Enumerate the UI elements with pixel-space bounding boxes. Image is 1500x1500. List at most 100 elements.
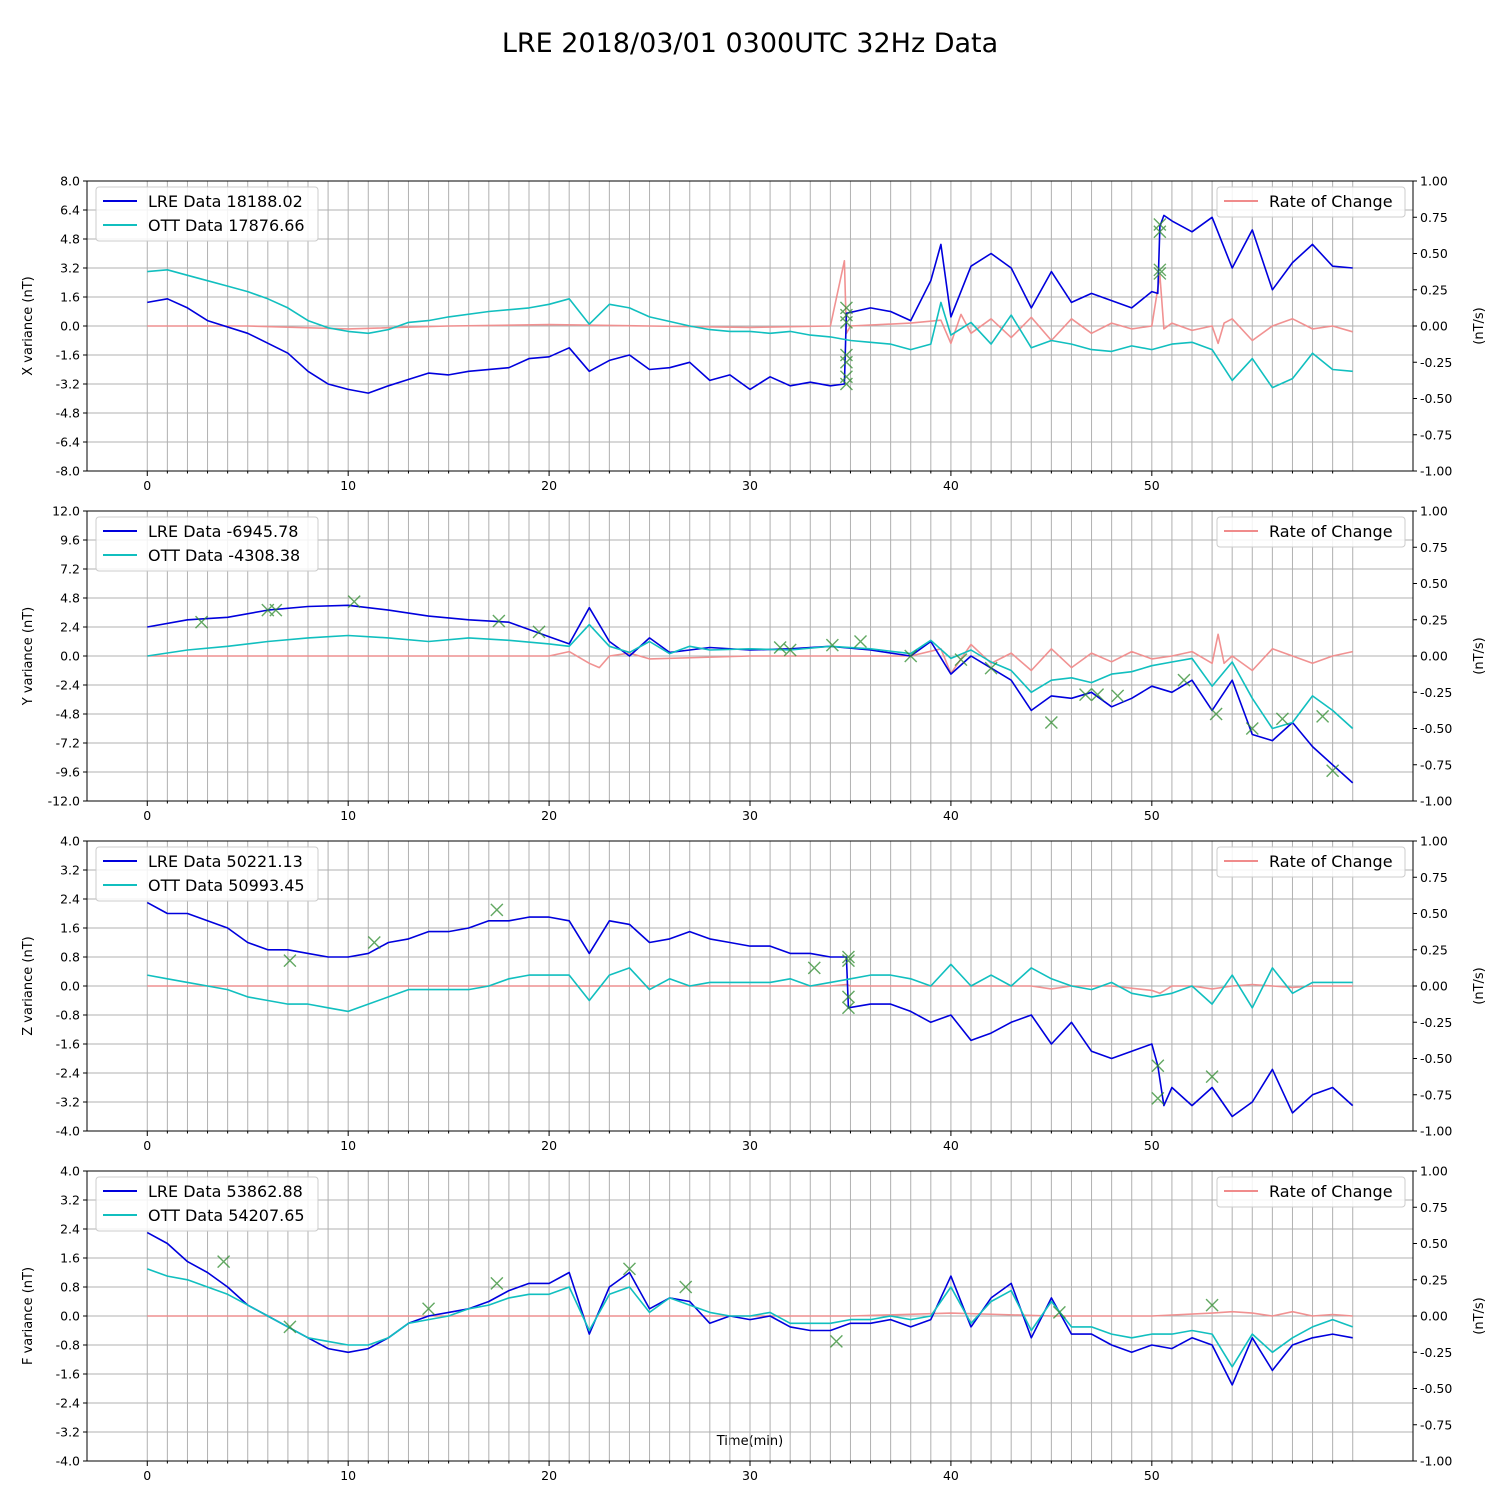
y2-tick-label: 0.75 xyxy=(1420,540,1448,555)
x-tick-label: 20 xyxy=(541,478,557,493)
y-tick-label: 0.0 xyxy=(60,319,80,334)
series-line-lre xyxy=(146,1231,1353,1386)
x-tick-label: 0 xyxy=(143,478,151,493)
marker-x xyxy=(954,653,968,667)
y-tick-label: 3.2 xyxy=(60,261,80,276)
y2-axis-label: (nT/s) xyxy=(1472,967,1487,1004)
y2-tick-label: 0.25 xyxy=(1420,612,1448,627)
y-tick-label: -3.2 xyxy=(56,1095,80,1110)
y-axis-label: Y variance (nT) xyxy=(21,607,36,707)
legend-box xyxy=(1216,846,1406,878)
y-tick-label: 2.4 xyxy=(60,620,80,635)
y-tick-label: -2.4 xyxy=(56,1396,80,1411)
marker-x xyxy=(904,649,918,663)
y2-tick-label: -1.00 xyxy=(1420,1124,1452,1139)
marker-x xyxy=(807,961,821,975)
legend-left: LRE Data 18188.02 OTT Data 17876.66 xyxy=(95,186,319,242)
x-tick-label: 50 xyxy=(1144,1138,1160,1153)
marker-x xyxy=(829,1334,843,1348)
y2-tick-label: -0.75 xyxy=(1420,427,1452,442)
marker-x xyxy=(532,625,546,639)
y2-axis-label: (nT/s) xyxy=(1472,307,1487,344)
legend-right: Rate of Change xyxy=(1216,186,1406,218)
marker-x xyxy=(854,635,867,648)
x-tick-label: 10 xyxy=(340,808,356,823)
y-tick-label: -7.2 xyxy=(56,736,80,751)
marker-x xyxy=(1275,712,1289,726)
y-tick-label: -3.2 xyxy=(56,1425,80,1440)
marker-x xyxy=(839,315,853,329)
x-tick-label: 30 xyxy=(742,1468,758,1483)
y-tick-label: 2.4 xyxy=(60,1222,80,1237)
y2-tick-label: 0.75 xyxy=(1420,870,1448,885)
y2-tick-label: -1.00 xyxy=(1420,1454,1452,1469)
marker-x xyxy=(1209,707,1223,721)
marker-x xyxy=(1326,764,1340,778)
y-tick-label: 1.6 xyxy=(60,1251,80,1266)
series-line-lre xyxy=(146,901,1354,1118)
y-tick-label: -0.8 xyxy=(56,1008,80,1023)
marker-x xyxy=(269,603,283,617)
marker-x xyxy=(490,903,504,917)
marker-x xyxy=(367,936,381,949)
marker-x xyxy=(1111,689,1125,703)
y2-tick-label: 0.50 xyxy=(1420,246,1448,261)
marker-x xyxy=(1044,715,1058,729)
y-tick-label: 4.0 xyxy=(60,1164,80,1179)
series-line-ott xyxy=(147,963,1353,1013)
y-tick-label: 3.2 xyxy=(60,1193,80,1208)
legend-label-lre: LRE Data 18188.02 xyxy=(148,192,303,211)
legend-left: LRE Data 53862.88 OTT Data 54207.65 xyxy=(95,1176,319,1232)
x-tick-label: 0 xyxy=(143,1468,151,1483)
marker-x xyxy=(841,954,855,968)
y-tick-label: 0.0 xyxy=(60,979,80,994)
marker-x xyxy=(1091,688,1105,702)
y-tick-label: -4.0 xyxy=(56,1124,80,1139)
y2-tick-label: 0.50 xyxy=(1420,906,1448,921)
y-tick-label: -9.6 xyxy=(56,765,80,780)
y-tick-label: -2.4 xyxy=(56,1066,80,1081)
y-tick-label: -8.0 xyxy=(56,464,80,479)
y2-tick-label: -0.75 xyxy=(1420,1087,1452,1102)
legend-box xyxy=(95,1176,319,1232)
marker-x xyxy=(841,950,855,964)
figure-title: LRE 2018/03/01 0300UTC 32Hz Data xyxy=(502,28,998,59)
y-tick-label: 1.6 xyxy=(60,290,80,305)
y2-axis-label: (nT/s) xyxy=(1472,1297,1487,1334)
legend-box xyxy=(1216,186,1406,218)
legend-box xyxy=(95,186,319,242)
legend-right: Rate of Change xyxy=(1216,516,1406,548)
legend-label-lre: LRE Data 50221.13 xyxy=(148,852,303,871)
legend-left: LRE Data -6945.78 OTT Data -4308.38 xyxy=(95,516,319,572)
plot-area xyxy=(147,595,1354,784)
marker-x xyxy=(679,1280,693,1294)
legend-label-lre: LRE Data 53862.88 xyxy=(148,1182,303,1201)
plot-area xyxy=(147,214,1353,394)
marker-group xyxy=(195,595,1340,778)
x-tick-label: 0 xyxy=(143,808,151,823)
y2-tick-label: -0.25 xyxy=(1420,1015,1452,1030)
y2-tick-label: 1.00 xyxy=(1420,834,1448,849)
y-tick-label: -1.6 xyxy=(56,348,80,363)
marker-x xyxy=(1153,263,1167,277)
x-tick-label: 30 xyxy=(742,1138,758,1153)
y-tick-label: 2.4 xyxy=(60,892,80,907)
legend-label-ott: OTT Data 50993.45 xyxy=(148,876,305,895)
series-line-ott xyxy=(147,1268,1353,1368)
legend-left: LRE Data 50221.13 OTT Data 50993.45 xyxy=(95,846,319,902)
marker-x xyxy=(1316,709,1330,723)
y-tick-label: -4.8 xyxy=(56,707,80,722)
y2-tick-label: -0.50 xyxy=(1420,721,1452,736)
marker-x xyxy=(783,643,797,657)
marker-x xyxy=(1205,1298,1219,1312)
y2-tick-label: 0.75 xyxy=(1420,210,1448,225)
marker-x xyxy=(217,1255,231,1269)
y2-tick-label: -1.00 xyxy=(1420,794,1452,809)
y-tick-label: 0.8 xyxy=(60,1280,80,1295)
marker-x xyxy=(422,1302,436,1316)
series-line-rate xyxy=(147,633,1353,675)
axes-frame xyxy=(86,180,1414,472)
x-tick-label: 30 xyxy=(742,478,758,493)
y2-tick-label: 0.00 xyxy=(1420,319,1448,334)
y2-tick-label: 1.00 xyxy=(1420,1164,1448,1179)
